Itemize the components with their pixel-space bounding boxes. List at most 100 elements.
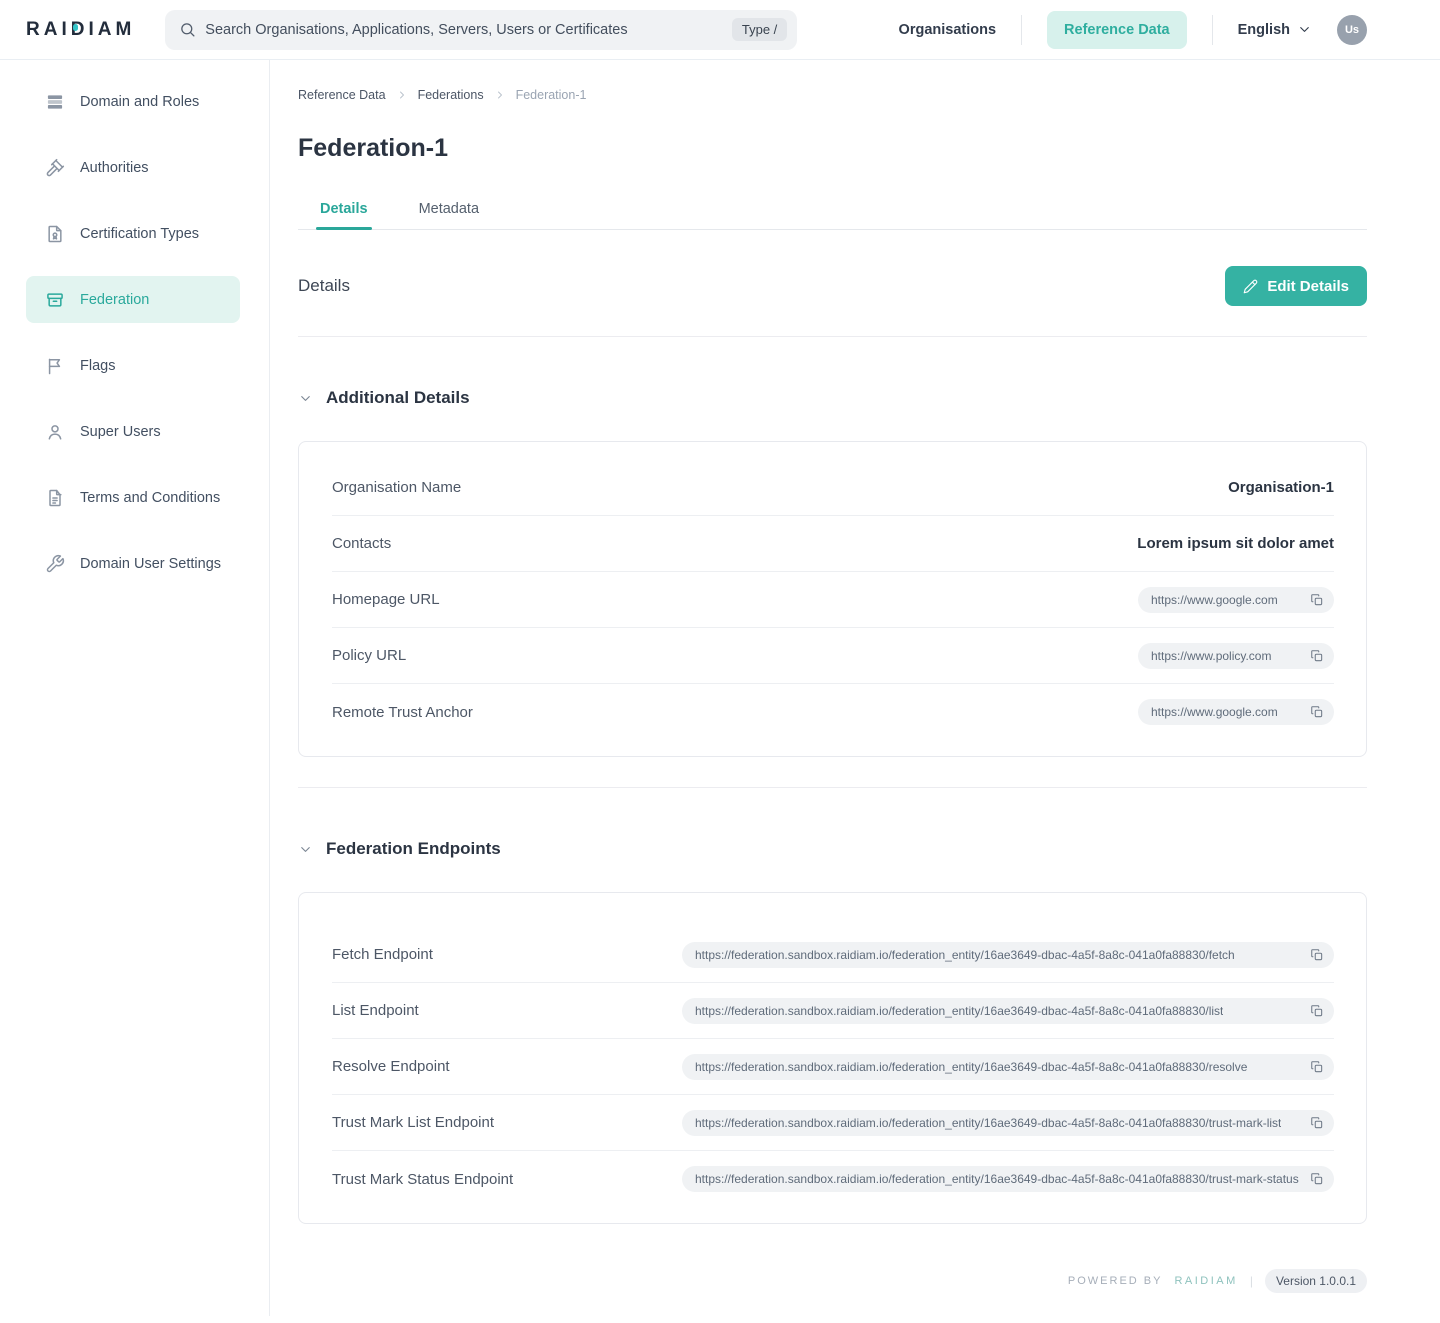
row-label: Resolve Endpoint (332, 1058, 450, 1075)
copy-button[interactable] (1310, 593, 1324, 607)
sidebar-item-label: Domain User Settings (80, 555, 222, 572)
sidebar-item-certification-types[interactable]: Certification Types (26, 210, 240, 257)
sidebar-item-label: Super Users (80, 423, 161, 440)
sidebar-item-label: Flags (80, 357, 116, 374)
breadcrumb: Reference Data Federations Federation-1 (298, 88, 1367, 102)
copy-button[interactable] (1310, 948, 1324, 962)
version-badge: Version 1.0.0.1 (1264, 1269, 1367, 1293)
row-label: Remote Trust Anchor (332, 703, 473, 721)
row-policy-url: Policy URL https://www.policy.com (332, 628, 1334, 684)
url-chip: https://federation.sandbox.raidiam.io/fe… (682, 1053, 1334, 1080)
archive-icon (45, 290, 65, 310)
section-divider (298, 787, 1367, 788)
copy-icon (1310, 649, 1324, 663)
certificate-icon (45, 224, 65, 244)
global-search[interactable]: Type / (165, 9, 798, 50)
url-chip: https://www.google.com (1138, 586, 1334, 613)
row-list-endpoint: List Endpoint https://federation.sandbox… (332, 983, 1334, 1039)
tab-details[interactable]: Details (316, 201, 372, 230)
tab-metadata[interactable]: Metadata (418, 201, 480, 217)
copy-icon (1310, 1004, 1324, 1018)
copy-button[interactable] (1310, 1060, 1324, 1074)
breadcrumb-reference-data[interactable]: Reference Data (298, 88, 386, 102)
row-resolve-endpoint: Resolve Endpoint https://federation.sand… (332, 1039, 1334, 1095)
sidebar-item-authorities[interactable]: Authorities (26, 144, 240, 191)
row-label: Homepage URL (332, 591, 440, 608)
gavel-icon (45, 158, 65, 178)
sidebar-item-label: Authorities (80, 159, 149, 176)
details-header: Details Edit Details (298, 266, 1367, 306)
chevron-down-icon[interactable] (298, 391, 313, 406)
sidebar-item-label: Terms and Conditions (80, 489, 221, 506)
url-value: https://www.google.com (1151, 592, 1278, 607)
url-value: https://federation.sandbox.raidiam.io/fe… (695, 947, 1235, 962)
sidebar-item-federation[interactable]: Federation (26, 276, 240, 323)
federation-endpoints-title: Federation Endpoints (326, 839, 501, 858)
tab-bar: Details Metadata (298, 201, 1367, 230)
url-value: https://federation.sandbox.raidiam.io/fe… (695, 1059, 1248, 1074)
header-divider (1211, 14, 1213, 45)
user-icon (45, 422, 65, 442)
row-remote-trust-anchor: Remote Trust Anchor https://www.google.c… (332, 684, 1334, 740)
edit-details-label: Edit Details (1267, 277, 1349, 295)
header-right: Organisations Reference Data English Us (898, 10, 1367, 49)
copy-icon (1310, 1116, 1324, 1130)
top-header: RAIDIAM Type / Organisations Reference D… (0, 0, 1440, 60)
url-value: https://www.policy.com (1151, 648, 1272, 663)
flag-icon (45, 356, 65, 376)
url-chip: https://federation.sandbox.raidiam.io/fe… (682, 1109, 1334, 1136)
document-icon (45, 488, 65, 508)
powered-by-brand: RAIDIAM (1174, 1275, 1238, 1287)
url-value: https://federation.sandbox.raidiam.io/fe… (695, 1172, 1299, 1186)
language-label: English (1237, 21, 1290, 38)
page-title: Federation-1 (298, 134, 449, 162)
row-label: Trust Mark List Endpoint (332, 1114, 495, 1131)
copy-button[interactable] (1310, 1172, 1324, 1186)
edit-details-button[interactable]: Edit Details (1225, 266, 1367, 306)
section-divider (298, 336, 1367, 337)
user-avatar[interactable]: Us (1337, 14, 1367, 45)
row-label: Policy URL (332, 647, 407, 664)
row-value: Lorem ipsum sit dolor amet (1137, 535, 1334, 552)
row-value: Organisation-1 (1228, 479, 1334, 496)
sidebar-item-terms-and-conditions[interactable]: Terms and Conditions (26, 474, 240, 521)
language-selector[interactable]: English (1238, 22, 1312, 38)
chevron-down-icon (1297, 22, 1312, 37)
row-label: Organisation Name (332, 479, 462, 496)
chevron-down-icon[interactable] (298, 842, 313, 857)
additional-details-card: Organisation Name Organisation-1 Contact… (298, 441, 1367, 757)
sidebar: Domain and Roles Authorities Certificati… (0, 60, 270, 1316)
sidebar-item-flags[interactable]: Flags (26, 342, 240, 389)
sidebar-item-super-users[interactable]: Super Users (26, 408, 240, 455)
copy-button[interactable] (1310, 705, 1324, 719)
row-trust-mark-status-endpoint: Trust Mark Status Endpoint https://feder… (332, 1151, 1334, 1207)
row-fetch-endpoint: Fetch Endpoint https://federation.sandbo… (332, 927, 1334, 983)
powered-by-label: POWERED BY (1067, 1275, 1163, 1287)
nav-organisations[interactable]: Organisations (898, 21, 997, 38)
search-input[interactable] (205, 21, 732, 38)
federation-endpoints-card: Fetch Endpoint https://federation.sandbo… (298, 892, 1367, 1224)
sidebar-item-label: Domain and Roles (80, 93, 200, 110)
nav-reference-data[interactable]: Reference Data (1047, 10, 1187, 49)
copy-icon (1310, 593, 1324, 607)
copy-icon (1310, 948, 1324, 962)
sidebar-item-domain-and-roles[interactable]: Domain and Roles (26, 78, 240, 125)
pencil-icon (1243, 279, 1258, 294)
row-label: Contacts (332, 535, 392, 552)
row-label: Trust Mark Status Endpoint (332, 1170, 514, 1188)
row-trust-mark-list-endpoint: Trust Mark List Endpoint https://federat… (332, 1095, 1334, 1151)
row-homepage-url: Homepage URL https://www.google.com (332, 572, 1334, 628)
copy-button[interactable] (1310, 649, 1324, 663)
page-footer: POWERED BY RAIDIAM | Version 1.0.0.1 (298, 1269, 1367, 1323)
copy-button[interactable] (1310, 1004, 1324, 1018)
search-icon (179, 21, 196, 38)
header-divider (1021, 14, 1023, 45)
chevron-right-icon (396, 89, 408, 101)
sidebar-item-domain-user-settings[interactable]: Domain User Settings (26, 540, 240, 587)
row-label: List Endpoint (332, 1002, 419, 1019)
breadcrumb-federations[interactable]: Federations (417, 88, 484, 102)
footer-divider: | (1249, 1274, 1253, 1288)
copy-button[interactable] (1310, 1116, 1324, 1130)
row-label: Fetch Endpoint (332, 946, 433, 963)
row-organisation-name: Organisation Name Organisation-1 (332, 460, 1334, 516)
